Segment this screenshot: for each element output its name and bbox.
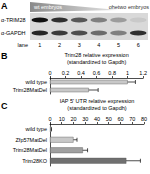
svg-text:30: 30	[82, 116, 88, 122]
svg-text:10: 10	[59, 116, 65, 122]
svg-text:0.8: 0.8	[108, 70, 116, 76]
svg-text:1.2: 1.2	[139, 70, 147, 76]
svg-text:60: 60	[117, 116, 123, 122]
svg-text:0: 0	[48, 70, 51, 76]
svg-text:50: 50	[106, 116, 112, 122]
svg-text:5: 5	[117, 42, 120, 48]
svg-text:0.4: 0.4	[77, 70, 85, 76]
svg-text:Trim28MatDel: Trim28MatDel	[13, 87, 47, 93]
svg-text:α-TRIM28: α-TRIM28	[1, 17, 26, 23]
svg-text:ohetwo embryos: ohetwo embryos	[109, 4, 150, 10]
svg-text:B: B	[1, 51, 8, 61]
svg-text:4: 4	[97, 42, 100, 48]
svg-text:20: 20	[70, 116, 76, 122]
svg-text:1: 1	[38, 42, 41, 48]
svg-text:0: 0	[48, 116, 51, 122]
svg-text:0.2: 0.2	[62, 70, 70, 76]
svg-text:(standardized to Gapdh): (standardized to Gapdh)	[67, 105, 126, 111]
svg-text:70: 70	[129, 116, 135, 122]
svg-text:(standardized to Gapdh): (standardized to Gapdh)	[67, 59, 126, 65]
svg-text:wt embryos: wt embryos	[33, 4, 62, 10]
svg-text:α-GAPDH: α-GAPDH	[1, 30, 26, 36]
svg-text:3: 3	[78, 42, 81, 48]
svg-text:IAP 5' UTR relative expression: IAP 5' UTR relative expression	[60, 98, 135, 104]
svg-text:wild type: wild type	[25, 79, 47, 85]
svg-text:1: 1	[126, 70, 129, 76]
svg-text:Zfp57MatDel: Zfp57MatDel	[16, 137, 48, 143]
svg-text:wild type: wild type	[25, 126, 47, 132]
svg-text:0.6: 0.6	[93, 70, 101, 76]
svg-text:Trim28KO: Trim28KO	[22, 158, 48, 164]
svg-text:Trim28MatDel: Trim28MatDel	[13, 147, 47, 153]
svg-text:C: C	[1, 101, 8, 111]
svg-text:80: 80	[141, 116, 147, 122]
svg-text:2: 2	[58, 42, 61, 48]
svg-text:lane: lane	[18, 42, 28, 48]
svg-text:A: A	[1, 1, 8, 11]
svg-text:6: 6	[137, 42, 140, 48]
svg-text:40: 40	[94, 116, 100, 122]
svg-text:Trim28 relative expression: Trim28 relative expression	[64, 52, 128, 58]
